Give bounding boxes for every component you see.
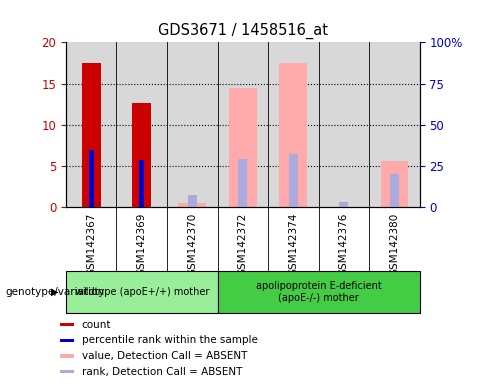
Text: GSM142374: GSM142374 (288, 212, 298, 276)
Text: GSM142376: GSM142376 (339, 212, 349, 276)
Text: GSM142380: GSM142380 (389, 212, 399, 276)
Title: GDS3671 / 1458516_at: GDS3671 / 1458516_at (158, 23, 328, 40)
Bar (60, 354, 74, 358)
Text: value, Detection Call = ABSENT: value, Detection Call = ABSENT (81, 351, 247, 361)
Bar (139, 160, 144, 207)
Text: GSM142370: GSM142370 (187, 212, 197, 276)
Bar (339, 202, 348, 207)
Bar (229, 88, 257, 207)
Text: GSM142367: GSM142367 (86, 212, 96, 276)
Text: apolipoprotein E-deficient
(apoE-/-) mother: apolipoprotein E-deficient (apoE-/-) mot… (256, 281, 382, 303)
Bar (238, 159, 247, 207)
Text: percentile rank within the sample: percentile rank within the sample (81, 335, 258, 345)
Bar (89, 149, 94, 207)
Text: GSM142369: GSM142369 (137, 212, 147, 276)
Bar (178, 203, 206, 207)
Bar (188, 195, 197, 207)
Text: GSM142372: GSM142372 (238, 212, 248, 276)
Bar (132, 103, 151, 207)
Bar (381, 161, 408, 207)
Bar (81, 63, 101, 207)
Text: genotype/variation: genotype/variation (5, 287, 104, 297)
Bar (66, 271, 218, 313)
Text: wildtype (apoE+/+) mother: wildtype (apoE+/+) mother (75, 287, 209, 297)
Bar (60, 323, 74, 326)
Bar (60, 370, 74, 374)
Bar (280, 63, 307, 207)
Bar (218, 271, 420, 313)
Text: count: count (81, 319, 111, 330)
Text: rank, Detection Call = ABSENT: rank, Detection Call = ABSENT (81, 367, 242, 377)
Text: ▶: ▶ (51, 287, 59, 297)
Bar (390, 174, 399, 207)
Bar (289, 154, 298, 207)
Bar (60, 339, 74, 342)
